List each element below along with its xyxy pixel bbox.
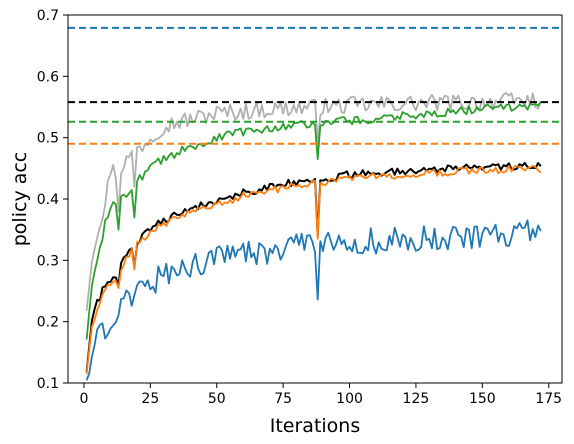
x-tick-label: 0: [79, 391, 88, 407]
x-axis: 0 25 50 75 100 125 150 175: [79, 383, 562, 407]
y-axis-label: policy acc: [9, 152, 31, 247]
x-tick-label: 50: [208, 391, 226, 407]
x-tick-label: 125: [403, 391, 430, 407]
y-tick-label: 0.7: [37, 8, 59, 24]
x-axis-label: Iterations: [270, 415, 361, 437]
series-line: [85, 92, 542, 311]
series-line: [85, 101, 542, 340]
y-axis: 0.1 0.2 0.3 0.4 0.5 0.6 0.7: [37, 8, 68, 392]
series-line: [85, 164, 542, 374]
series-line: [85, 219, 542, 381]
y-tick-label: 0.1: [37, 376, 59, 392]
y-tick-label: 0.4: [37, 192, 59, 208]
series-line: [85, 161, 542, 372]
x-tick-label: 100: [336, 391, 363, 407]
y-tick-label: 0.5: [37, 131, 59, 147]
reference-lines: [68, 26, 562, 145]
x-tick-label: 25: [141, 391, 159, 407]
y-tick-label: 0.2: [37, 315, 59, 331]
x-tick-label: 75: [274, 391, 292, 407]
x-tick-label: 150: [469, 391, 496, 407]
y-tick-label: 0.6: [37, 69, 59, 85]
y-tick-label: 0.3: [37, 253, 59, 269]
plot-content: [85, 92, 542, 381]
x-tick-label: 175: [535, 391, 562, 407]
